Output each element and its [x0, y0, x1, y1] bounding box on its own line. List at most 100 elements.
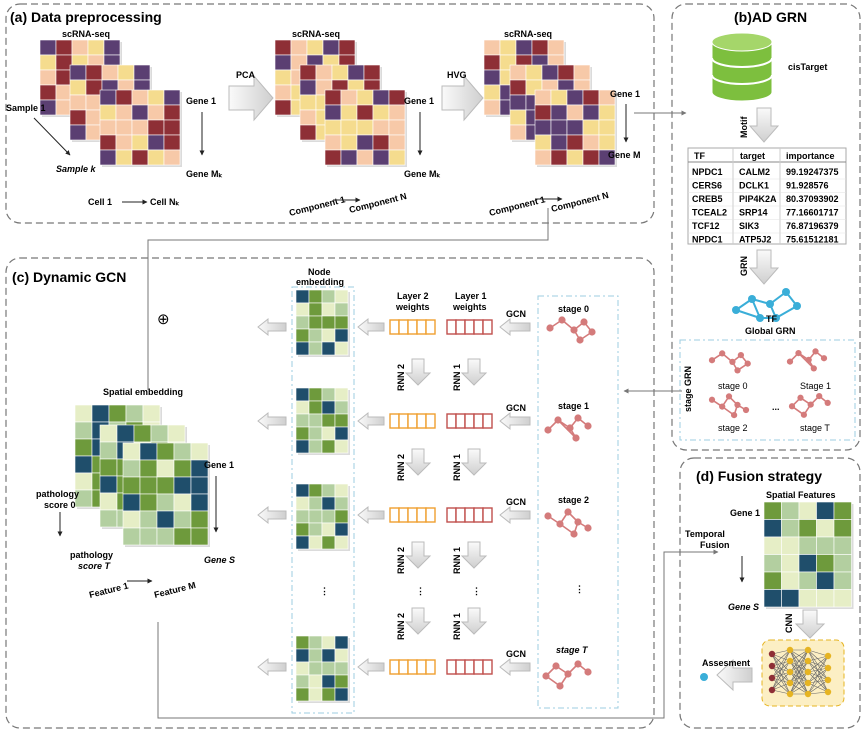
nn-node — [804, 657, 812, 665]
table-cell: CALM2 — [739, 167, 770, 177]
graph-node — [708, 396, 716, 403]
graph-node — [788, 403, 796, 410]
graph-node — [744, 360, 751, 367]
d-geneS: Gene S — [728, 602, 759, 612]
rnn1-label: RNN 1 — [452, 547, 462, 574]
stage-graph-b2 — [708, 393, 750, 419]
nn-node — [804, 690, 812, 698]
nn-node — [804, 646, 812, 654]
a1-samplek: Sample k — [56, 164, 97, 174]
graph-node — [812, 348, 819, 355]
assessment-arrow-icon — [716, 658, 753, 692]
gcn-label: GCN — [506, 649, 526, 659]
table-cell: SRP14 — [739, 208, 768, 218]
graph-node — [552, 662, 560, 670]
rnn2-label: RNN 2 — [396, 613, 406, 640]
table-body: NPDC1 CALM2 99.19247375 CERS6 DCLK1 91.928576… — [688, 167, 846, 245]
node-embedding-line1: Node — [308, 267, 331, 277]
panel-b-frame — [671, 3, 861, 451]
layer2-weights — [389, 507, 436, 523]
stage-grn-box — [679, 339, 856, 441]
embedding-arrow-icon — [357, 657, 385, 677]
a1-cellN: Cell Nₖ — [150, 197, 180, 207]
graph-node — [797, 394, 804, 401]
table-cell: CERS6 — [692, 181, 722, 191]
hvg-label: HVG — [447, 70, 467, 80]
spatial-features-label: Spatial Features — [766, 490, 836, 500]
layer1-line1: Layer 1 — [455, 291, 487, 301]
table-cell: PIP4K2A — [739, 194, 777, 204]
gcn-label: GCN — [506, 497, 526, 507]
gcn-arrow-icon — [499, 657, 531, 677]
node-embedding-box — [291, 286, 355, 714]
heatmap-c-front — [122, 442, 210, 547]
pca-label: PCA — [236, 70, 256, 80]
rnn2-arrow-icon — [404, 448, 432, 476]
heatmap-d — [763, 501, 854, 609]
c-stage-0: stage 0 — [558, 304, 589, 314]
matrix-group-2 — [274, 39, 407, 167]
layer1-weights — [446, 413, 493, 429]
table-cell: TCF12 — [692, 221, 720, 231]
nn-node — [786, 646, 794, 654]
nn-node — [768, 686, 776, 694]
spatial-embedding-label: Spatial embedding — [103, 387, 183, 397]
c-to-d-connector — [157, 549, 719, 719]
graph-node — [588, 328, 596, 336]
motif-arrow-icon — [748, 107, 780, 143]
gcn-arrow-icon — [499, 411, 531, 431]
b-stage-1: Stage 1 — [800, 381, 831, 391]
a2-comp1: Component 1 — [288, 194, 346, 218]
graph-node — [546, 324, 554, 332]
embedding-arrow-icon — [357, 411, 385, 431]
panel-c-frame — [5, 257, 655, 729]
a3-title: scRNA-seq — [504, 29, 552, 39]
nn-node — [786, 668, 794, 676]
grn-table: TF target importance NPDC1 CALM2 99.192473… — [687, 147, 847, 245]
table-cell: 91.928576 — [786, 181, 829, 191]
b-stage-2: stage 2 — [718, 423, 748, 433]
layer2-weights — [389, 413, 436, 429]
b-stage-0: stage 0 — [718, 381, 748, 391]
graph-node — [574, 660, 582, 668]
nn-node — [786, 657, 794, 665]
graph-node — [729, 358, 736, 366]
graph-node — [544, 512, 552, 520]
node-emb-1 — [295, 289, 350, 357]
assessment-label: Assesment — [702, 658, 750, 668]
nn-node — [804, 668, 812, 676]
table-cell: 75.61512181 — [786, 235, 839, 245]
nn-node — [768, 662, 776, 670]
layer1-line2: weights — [452, 302, 487, 312]
output-arrow-icon — [257, 657, 287, 677]
graph-node — [816, 392, 823, 400]
stage-graph-bT — [788, 392, 831, 418]
heatmap-a1-front — [99, 89, 182, 167]
a1-title: scRNA-seq — [62, 29, 110, 39]
node-emb-4 — [295, 635, 350, 703]
graph-node — [725, 393, 733, 400]
graph-node — [574, 518, 582, 526]
pathology-T-line2: score T — [78, 561, 112, 571]
rnn1-label: RNN 1 — [452, 364, 462, 391]
table-cell: TCEAL2 — [692, 208, 727, 218]
a2-geneM: Gene Mₖ — [404, 169, 441, 179]
matrix-group-3 — [483, 39, 617, 167]
c-stage-1: stage 1 — [558, 401, 589, 411]
heatmap-a3-front — [534, 89, 617, 167]
c-stage-box — [537, 295, 619, 709]
rnn1-label: RNN 1 — [452, 454, 462, 481]
pathology-0-line2: score 0 — [44, 500, 76, 510]
cnn-arrow-icon — [794, 609, 826, 639]
nn-node — [768, 674, 776, 682]
a2-title: scRNA-seq — [292, 29, 340, 39]
c-geneS: Gene S — [204, 555, 235, 565]
tf-label: TF — [766, 314, 777, 324]
graph-node — [800, 411, 808, 418]
graph-node — [570, 530, 578, 538]
rnn2-arrow-icon — [404, 541, 432, 569]
a1-gene1: Gene 1 — [186, 96, 216, 106]
graph-node — [786, 358, 794, 365]
rnn2-label: RNN 2 — [396, 454, 406, 481]
